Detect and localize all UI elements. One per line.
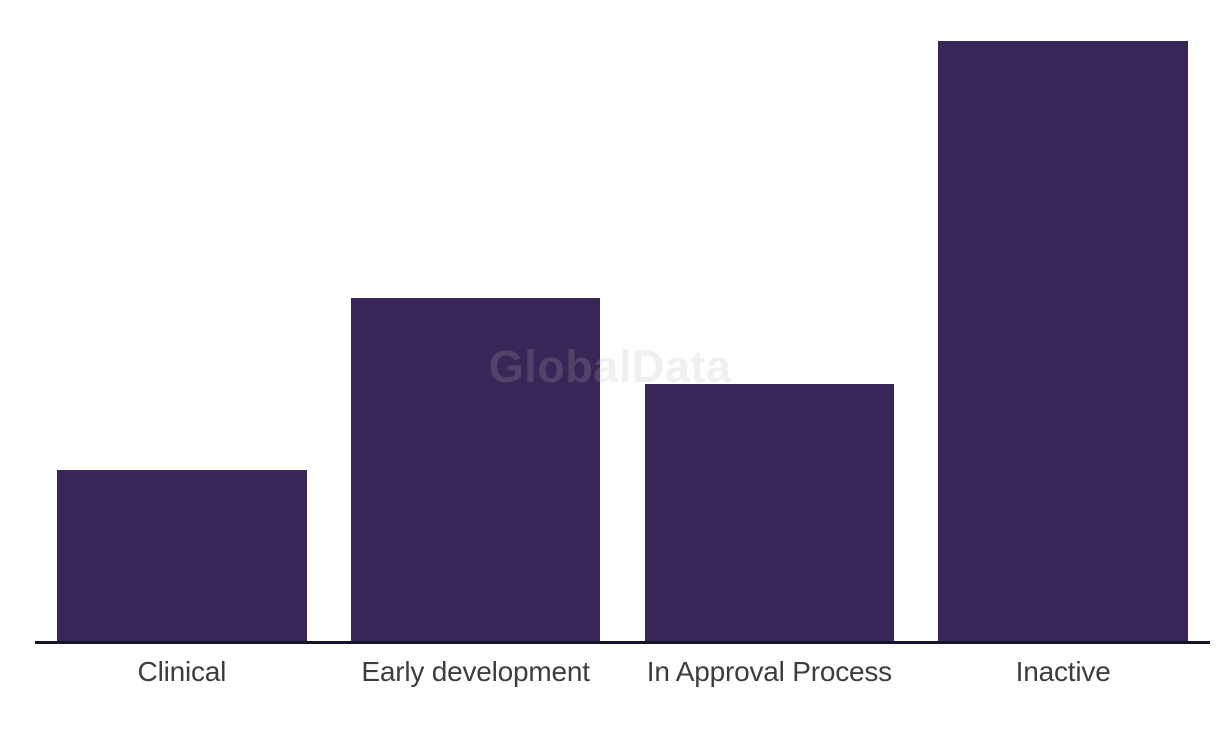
bar-column-early-development	[329, 0, 623, 641]
bar-clinical	[57, 469, 307, 641]
bar-column-clinical	[35, 0, 329, 641]
bar-inactive	[938, 41, 1188, 641]
bar-early-development	[350, 298, 601, 641]
x-axis-labels: Clinical Early development In Approval P…	[35, 656, 1210, 688]
x-axis-label-inactive: Inactive	[1015, 656, 1111, 687]
x-axis-line	[35, 641, 1210, 644]
bar-column-inactive	[916, 0, 1210, 641]
x-axis-label-in-approval-process: In Approval Process	[646, 656, 892, 687]
plot-area	[35, 0, 1210, 641]
x-axis-label-early-development: Early development	[361, 656, 590, 687]
x-axis-label-clinical: Clinical	[137, 656, 227, 687]
bar-column-in-approval-process	[623, 0, 917, 641]
bar-in-approval-process	[644, 383, 895, 641]
